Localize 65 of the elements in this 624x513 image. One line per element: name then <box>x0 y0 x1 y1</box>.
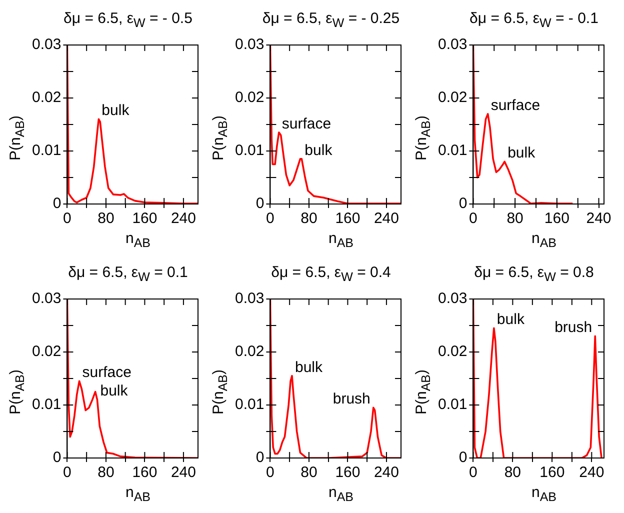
annotation: surface <box>282 115 332 132</box>
x-tick-label: 160 <box>544 210 570 228</box>
x-axis-title: n$_{AB}$ <box>327 230 355 250</box>
annotation: brush <box>554 319 592 336</box>
y-tick-label: 0.01 <box>234 142 264 160</box>
x-tick-label: 240 <box>579 464 604 482</box>
x-axis-title: n$_{AB}$ <box>530 230 558 250</box>
y-tick-label: 0.01 <box>32 396 62 414</box>
x-tick-label: 80 <box>300 210 318 228</box>
chart-title: δμ = 6.5, ε$_{W}$ = - 0.1 <box>468 10 600 30</box>
x-tick-label: 160 <box>335 210 360 228</box>
x-tick-label: 160 <box>335 464 360 482</box>
x-tick-label: 160 <box>132 210 158 228</box>
annotation: bulk <box>496 311 525 328</box>
chart-title: δμ = 6.5, ε$_{W}$ = 0.8 <box>473 264 595 284</box>
y-tick-label: 0 <box>52 195 62 212</box>
chart-title: δμ = 6.5, ε$_{W}$ = - 0.5 <box>62 10 194 30</box>
x-axis-title: n$_{AB}$ <box>530 484 558 504</box>
y-tick-label: 0 <box>458 449 468 466</box>
x-axis-title: n$_{AB}$ <box>124 484 152 504</box>
y-tick-label: 0 <box>52 449 62 466</box>
annotation: brush <box>332 390 370 408</box>
y-tick-label: 0.03 <box>438 290 468 308</box>
x-tick-label: 80 <box>504 464 522 482</box>
y-tick-label: 0.02 <box>234 343 264 360</box>
x-tick-label: 240 <box>374 210 399 228</box>
x-axis-title: n$_{AB}$ <box>124 230 152 250</box>
y-tick-label: 0.03 <box>438 36 468 54</box>
annotation: surface <box>82 364 132 382</box>
x-tick-label: 160 <box>540 464 565 482</box>
x-axis-title: n$_{AB}$ <box>327 484 355 504</box>
y-tick-label: 0.01 <box>438 396 468 414</box>
annotation: bulk <box>304 142 333 159</box>
y-tick-label: 0.03 <box>32 36 62 54</box>
annotation: bulk <box>102 102 130 120</box>
x-tick-label: 240 <box>374 464 399 482</box>
y-tick-label: 0.03 <box>32 290 62 308</box>
y-tick-label: 0 <box>256 195 264 212</box>
y-tick-label: 0 <box>256 449 264 466</box>
annotation: bulk <box>100 382 128 400</box>
x-tick-label: 240 <box>170 210 196 228</box>
y-tick-label: 0.02 <box>234 89 264 106</box>
y-tick-label: 0.01 <box>234 396 264 414</box>
y-tick-label: 0.02 <box>438 343 468 360</box>
y-tick-label: 0.01 <box>438 142 468 160</box>
x-tick-label: 80 <box>300 464 318 482</box>
y-tick-label: 0.01 <box>32 142 62 160</box>
x-tick-label: 160 <box>132 464 158 482</box>
y-tick-label: 0.02 <box>32 89 62 106</box>
x-tick-label: 240 <box>170 464 196 482</box>
x-tick-label: 80 <box>506 210 524 228</box>
chart-title: δμ = 6.5, ε$_{W}$ = 0.1 <box>67 264 189 284</box>
y-tick-label: 0.03 <box>234 36 264 54</box>
x-tick-label: 240 <box>586 210 612 228</box>
x-tick-label: 80 <box>98 210 114 228</box>
x-tick-label: 80 <box>98 464 114 482</box>
y-tick-label: 0.02 <box>32 343 62 360</box>
annotation: bulk <box>508 144 536 162</box>
y-tick-label: 0 <box>458 195 468 212</box>
chart-title: δμ = 6.5, ε$_{W}$ = 0.4 <box>270 264 392 284</box>
annotation: bulk <box>294 358 324 376</box>
annotation: surface <box>490 96 540 114</box>
y-tick-label: 0.02 <box>438 89 468 106</box>
y-tick-label: 0.03 <box>234 290 264 308</box>
chart-title: δμ = 6.5, ε$_{W}$ = - 0.25 <box>261 10 401 30</box>
